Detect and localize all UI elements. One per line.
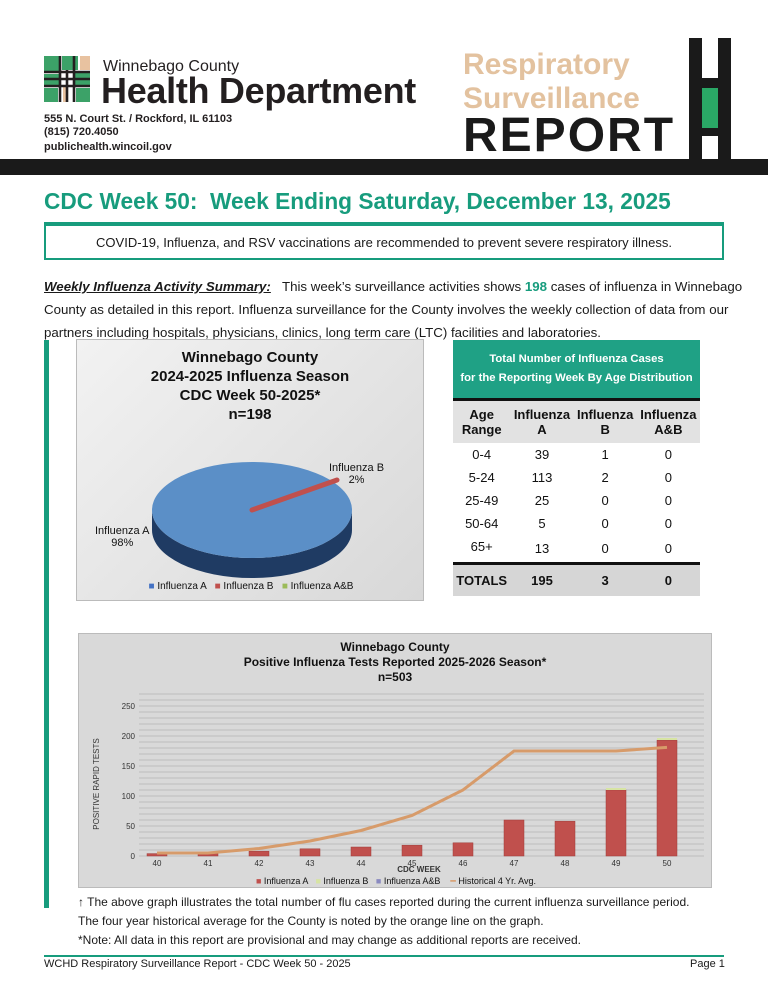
svg-text:41: 41 bbox=[204, 859, 213, 868]
svg-text:44: 44 bbox=[357, 859, 366, 868]
svg-text:48: 48 bbox=[561, 859, 570, 868]
svg-text:49: 49 bbox=[612, 859, 621, 868]
svg-text:POSITIVE RAPID TESTS: POSITIVE RAPID TESTS bbox=[92, 738, 101, 829]
svg-text:50: 50 bbox=[126, 822, 135, 831]
svg-text:200: 200 bbox=[122, 732, 136, 741]
svg-text:46: 46 bbox=[459, 859, 468, 868]
svg-text:0: 0 bbox=[131, 852, 136, 861]
svg-text:47: 47 bbox=[510, 859, 519, 868]
svg-text:40: 40 bbox=[153, 859, 162, 868]
svg-text:100: 100 bbox=[122, 792, 136, 801]
svg-text:50: 50 bbox=[663, 859, 672, 868]
svg-text:250: 250 bbox=[122, 702, 136, 711]
svg-text:150: 150 bbox=[122, 762, 136, 771]
svg-text:42: 42 bbox=[255, 859, 264, 868]
svg-text:43: 43 bbox=[306, 859, 315, 868]
svg-text:CDC WEEK: CDC WEEK bbox=[397, 865, 441, 874]
